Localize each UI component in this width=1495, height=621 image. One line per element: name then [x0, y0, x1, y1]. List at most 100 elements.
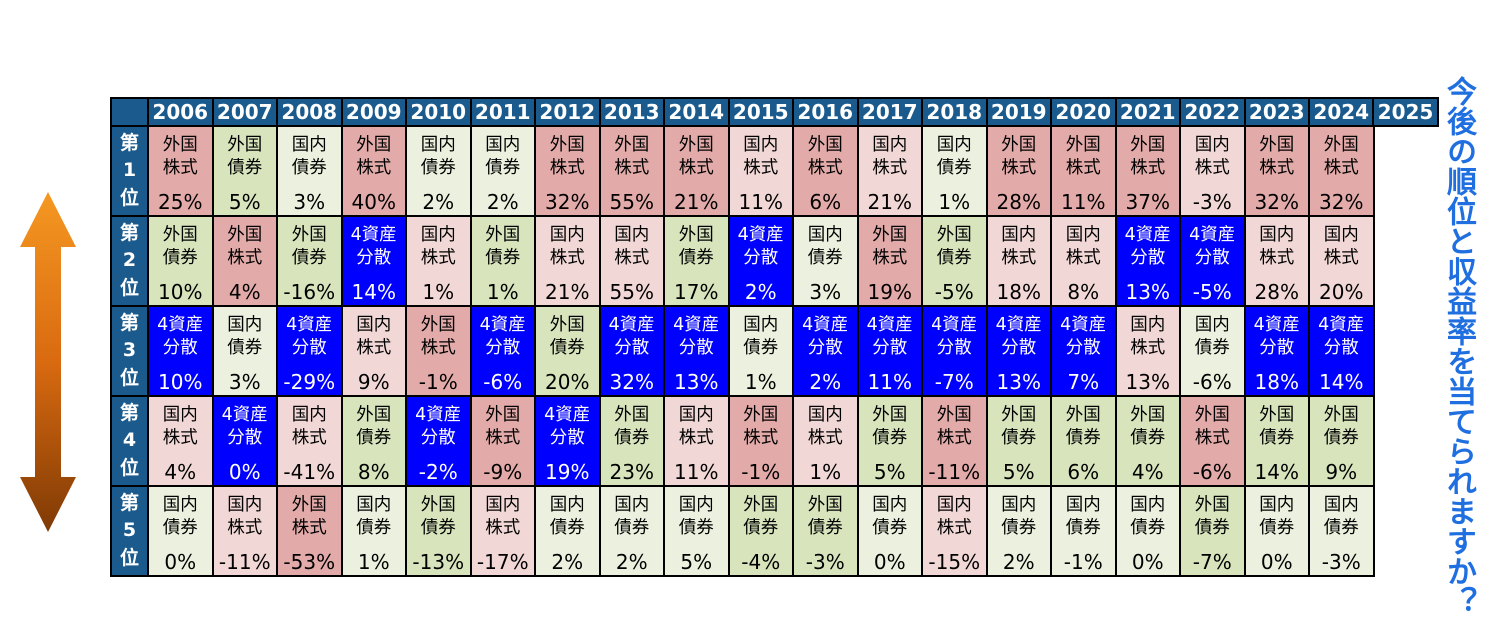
return-value: 1%	[486, 280, 519, 304]
asset-name: 国内 債券	[614, 495, 650, 538]
return-value: 1%	[422, 280, 455, 304]
return-value: 6%	[809, 190, 842, 214]
return-value: -1%	[418, 370, 458, 394]
asset-name: 外国 株式	[1323, 135, 1359, 178]
asset-name: 外国 株式	[936, 405, 972, 448]
cell-2022-rank3: 国内 債券 -6%	[1181, 307, 1244, 395]
year-header-2012: 2012	[536, 99, 599, 125]
asset-name: 4資産 分散	[1189, 225, 1236, 268]
cell-2017-rank3: 4資産 分散 11%	[858, 307, 921, 395]
cell-2014-rank5: 国内 債券 5%	[665, 487, 728, 575]
cell-2011-rank5: 国内 株式 -17%	[471, 487, 534, 575]
rank-label-char: 2	[122, 249, 137, 272]
asset-name: 外国 株式	[614, 135, 650, 178]
return-value: 32%	[1254, 190, 1299, 214]
return-table: 2006 2007 2008 2009 2010 2011 2012 2013 2014 2015…	[110, 97, 1375, 577]
cell-2014-rank2: 外国 債券 17%	[665, 217, 728, 305]
return-value: -41%	[283, 460, 336, 484]
cell-2018-rank3: 4資産 分散 -7%	[923, 307, 986, 395]
cell-2016-rank3: 4資産 分散 2%	[794, 307, 857, 395]
asset-name: 外国 株式	[291, 495, 327, 538]
rank-label-char: 4	[122, 429, 137, 452]
return-value: 8%	[357, 460, 390, 484]
asset-name: 外国 株式	[743, 405, 779, 448]
return-value: 55%	[609, 190, 654, 214]
asset-name: 外国 債券	[291, 225, 327, 268]
return-value: 18%	[996, 280, 1041, 304]
cell-2007-rank1: 外国 債券 5%	[213, 127, 276, 215]
return-value: -6%	[1192, 460, 1232, 484]
asset-name: 外国 債券	[1001, 405, 1037, 448]
return-value: -1%	[1063, 550, 1103, 574]
cell-2012-rank5: 国内 債券 2%	[536, 487, 599, 575]
asset-name: 外国 株式	[227, 225, 263, 268]
return-value: 13%	[1125, 280, 1170, 304]
asset-name: 国内 株式	[1001, 225, 1037, 268]
return-value: -7%	[1192, 550, 1232, 574]
asset-name: 外国 債券	[227, 135, 263, 178]
return-value: -11%	[928, 460, 981, 484]
cell-2008-rank2: 外国 債券 -16%	[278, 217, 341, 305]
year-header-2014: 2014	[665, 99, 728, 125]
year-header-2024: 2024	[1310, 99, 1373, 125]
rank-label-char: 第	[119, 221, 139, 244]
asset-name: 外国 株式	[420, 315, 456, 358]
asset-name: 外国 株式	[1130, 135, 1166, 178]
return-value: 13%	[1125, 370, 1170, 394]
return-value: 9%	[1325, 460, 1358, 484]
asset-name: 国内 債券	[678, 495, 714, 538]
cell-2016-rank1: 外国 株式 6%	[794, 127, 857, 215]
cell-2008-rank5: 外国 株式 -53%	[278, 487, 341, 575]
return-value: -5%	[1192, 280, 1232, 304]
asset-name: 4資産 分散	[157, 315, 204, 358]
asset-name: 国内 債券	[1001, 495, 1037, 538]
return-value: 14%	[1319, 370, 1364, 394]
return-value: -7%	[934, 370, 974, 394]
asset-name: 国内 債券	[420, 135, 456, 178]
asset-name: 国内 株式	[227, 495, 263, 538]
asset-name: 国内 債券	[807, 225, 843, 268]
cell-2006-rank1: 外国 株式 25%	[149, 127, 212, 215]
cell-2023-rank1: 外国 株式 32%	[1245, 127, 1308, 215]
cell-2017-rank2: 外国 株式 19%	[858, 217, 921, 305]
asset-name: 外国 債券	[807, 495, 843, 538]
rank-label-1: 第 1 位	[112, 127, 147, 215]
asset-name: 国内 債券	[743, 315, 779, 358]
asset-name: 国内 株式	[614, 225, 650, 268]
asset-name: 国内 株式	[872, 135, 908, 178]
asset-name: 外国 債券	[1194, 495, 1230, 538]
return-value: 4%	[228, 280, 261, 304]
return-value: 2%	[615, 550, 648, 574]
cell-2023-rank4: 外国 債券 14%	[1245, 397, 1308, 485]
asset-name: 4資産 分散	[1318, 315, 1365, 358]
asset-name: 国内 債券	[485, 135, 521, 178]
return-value: 17%	[674, 280, 719, 304]
rank-label-char: 第	[119, 131, 139, 154]
return-value: 5%	[873, 460, 906, 484]
cell-2014-rank1: 外国 株式 21%	[665, 127, 728, 215]
return-value: 20%	[1319, 280, 1364, 304]
cell-2016-rank2: 国内 債券 3%	[794, 217, 857, 305]
asset-name: 国内 株式	[743, 135, 779, 178]
return-value: 2%	[551, 550, 584, 574]
asset-name: 国内 債券	[1194, 315, 1230, 358]
cell-2008-rank4: 国内 株式 -41%	[278, 397, 341, 485]
return-value: 55%	[609, 280, 654, 304]
asset-name: 外国 株式	[485, 405, 521, 448]
cell-2013-rank5: 国内 債券 2%	[600, 487, 663, 575]
return-value: 8%	[1067, 280, 1100, 304]
cell-2010-rank3: 外国 株式 -1%	[407, 307, 470, 395]
asset-name: 4資産 分散	[866, 315, 913, 358]
cell-2011-rank2: 外国 債券 1%	[471, 217, 534, 305]
asset-name: 4資産 分散	[1060, 315, 1107, 358]
asset-name: 国内 債券	[549, 495, 585, 538]
return-value: 2%	[422, 190, 455, 214]
return-value: -3%	[1321, 550, 1361, 574]
cell-2021-rank5: 国内 債券 0%	[1116, 487, 1179, 575]
year-header-2020: 2020	[1052, 99, 1115, 125]
cell-2019-rank4: 外国 債券 5%	[987, 397, 1050, 485]
asset-name: 4資産 分散	[1124, 225, 1171, 268]
cell-2017-rank4: 外国 債券 5%	[858, 397, 921, 485]
side-note: 今後の順位と収益率を当てられますか？	[1441, 76, 1476, 616]
asset-name: 外国 債券	[872, 405, 908, 448]
